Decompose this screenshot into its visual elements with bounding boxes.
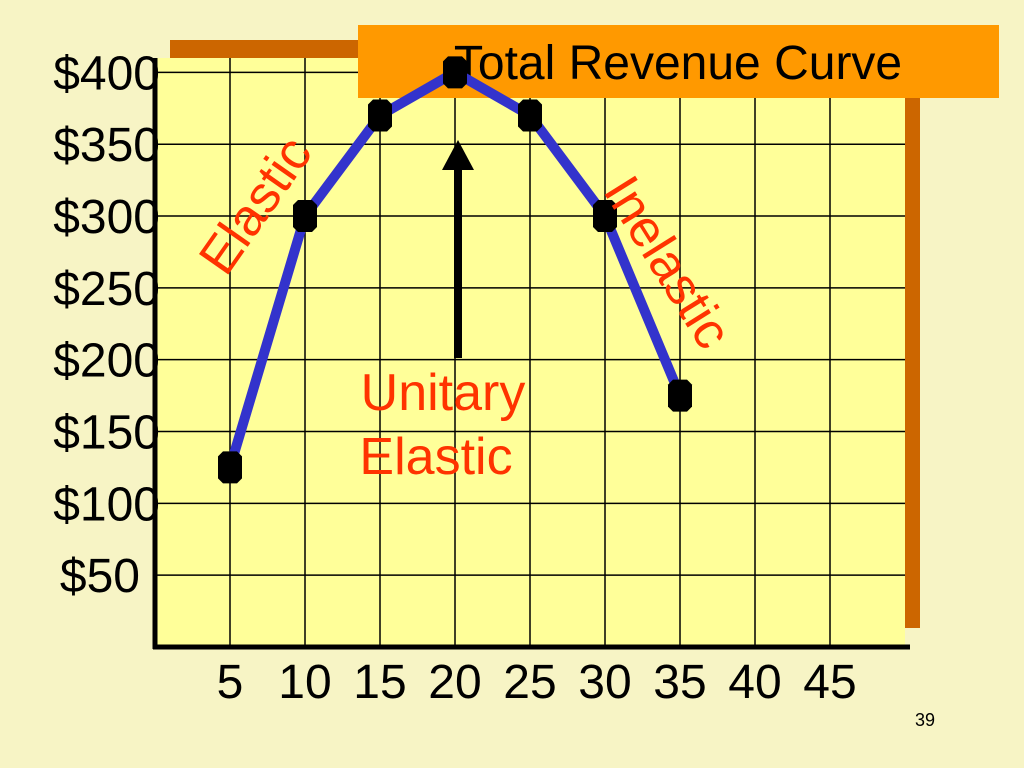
annotation-unitary-line2: Elastic bbox=[359, 428, 512, 486]
data-point bbox=[518, 99, 542, 132]
data-point bbox=[668, 379, 692, 412]
y-tick-label: $50 bbox=[60, 550, 140, 603]
x-tick-label: 35 bbox=[653, 656, 706, 709]
chart-title: Total Revenue Curve bbox=[454, 37, 902, 90]
arrow-head bbox=[442, 140, 474, 170]
y-tick-label: $200 bbox=[53, 335, 160, 388]
series-total-revenue bbox=[218, 56, 692, 484]
x-tick-label: 45 bbox=[803, 656, 856, 709]
data-point bbox=[443, 56, 467, 89]
data-point bbox=[218, 451, 242, 484]
y-tick-labels: $50 $100 $150 $200 $250 $300 $350 $400 bbox=[53, 47, 160, 603]
x-tick-label: 10 bbox=[278, 656, 331, 709]
y-tick-label: $400 bbox=[53, 47, 160, 100]
page-number: 39 bbox=[915, 710, 935, 730]
y-tick-label: $300 bbox=[53, 191, 160, 244]
x-tick-labels: 5 10 15 20 25 30 35 40 45 bbox=[217, 656, 857, 709]
x-tick-label: 40 bbox=[728, 656, 781, 709]
y-tick-label: $150 bbox=[53, 407, 160, 460]
x-tick-label: 15 bbox=[353, 656, 406, 709]
y-tick-label: $100 bbox=[53, 478, 160, 531]
annotation-unitary-line1: Unitary bbox=[361, 364, 526, 422]
y-tick-label: $350 bbox=[53, 119, 160, 172]
x-tick-label: 30 bbox=[578, 656, 631, 709]
x-tick-label: 5 bbox=[217, 656, 244, 709]
x-tick-label: 20 bbox=[428, 656, 481, 709]
unitary-arrow bbox=[442, 140, 474, 358]
data-point bbox=[368, 99, 392, 132]
y-tick-label: $250 bbox=[53, 263, 160, 316]
data-point bbox=[293, 200, 317, 233]
data-point bbox=[593, 200, 617, 233]
x-tick-label: 25 bbox=[503, 656, 556, 709]
axes bbox=[152, 58, 910, 650]
